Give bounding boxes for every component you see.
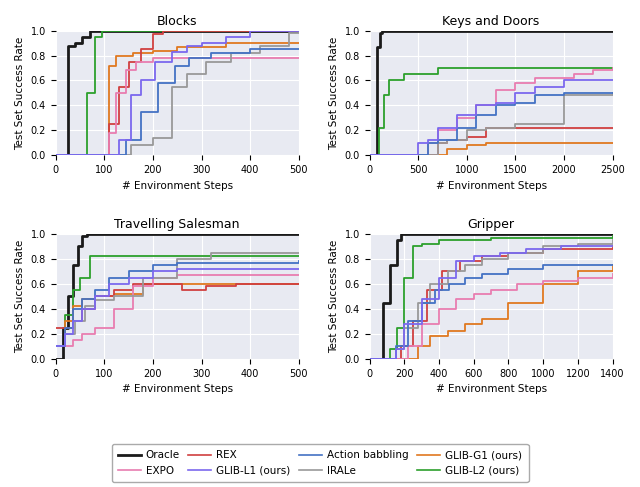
Title: Gripper: Gripper (468, 219, 515, 231)
Y-axis label: Test Set Success Rate: Test Set Success Rate (15, 240, 25, 353)
Y-axis label: Test Set Success Rate: Test Set Success Rate (329, 37, 339, 150)
X-axis label: # Environment Steps: # Environment Steps (122, 384, 233, 394)
Title: Blocks: Blocks (157, 15, 198, 28)
Y-axis label: Test Set Success Rate: Test Set Success Rate (15, 37, 25, 150)
Legend: Oracle, EXPO, REX, GLIB-L1 (ours), Action babbling, IRALe, GLIB-G1 (ours), GLIB-: Oracle, EXPO, REX, GLIB-L1 (ours), Actio… (111, 444, 529, 482)
Title: Travelling Salesman: Travelling Salesman (115, 219, 240, 231)
X-axis label: # Environment Steps: # Environment Steps (435, 181, 547, 190)
X-axis label: # Environment Steps: # Environment Steps (122, 181, 233, 190)
Title: Keys and Doors: Keys and Doors (442, 15, 540, 28)
X-axis label: # Environment Steps: # Environment Steps (435, 384, 547, 394)
Y-axis label: Test Set Success Rate: Test Set Success Rate (329, 240, 339, 353)
